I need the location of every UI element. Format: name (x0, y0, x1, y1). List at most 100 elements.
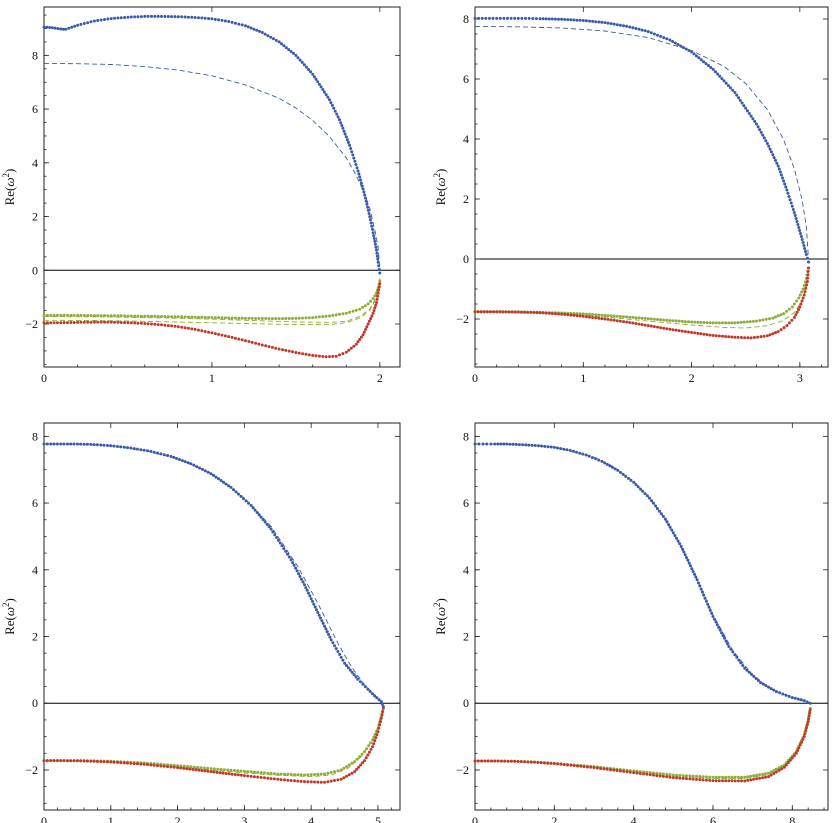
data-point (331, 641, 335, 645)
data-point (300, 577, 303, 581)
data-point (146, 449, 149, 453)
data-point (89, 320, 93, 324)
data-point (76, 320, 80, 324)
data-point (628, 770, 632, 774)
data-point (79, 442, 83, 446)
data-point (355, 166, 359, 170)
data-point (772, 156, 776, 160)
data-point (560, 312, 564, 316)
data-point (272, 777, 276, 781)
data-point (756, 335, 760, 339)
data-point (363, 759, 367, 763)
data-point (69, 313, 73, 317)
data-point (480, 16, 484, 20)
data-point (264, 344, 268, 348)
data-point (183, 460, 187, 464)
data-point (237, 492, 240, 496)
data-point (796, 749, 800, 752)
data-point (696, 581, 700, 585)
data-point (372, 742, 376, 746)
data-point (792, 316, 796, 319)
data-point (714, 321, 718, 325)
data-point (289, 558, 293, 562)
data-point (477, 442, 481, 446)
data-point (590, 456, 594, 460)
data-point (246, 25, 250, 29)
data-point (366, 687, 370, 691)
data-point (99, 443, 103, 447)
data-point (739, 320, 743, 324)
data-point (643, 492, 647, 496)
data-point (533, 760, 536, 764)
data-point (521, 443, 525, 447)
data-point (708, 333, 712, 337)
x-tick-label: 2 (689, 371, 695, 385)
data-point (172, 455, 176, 459)
data-point (767, 144, 771, 148)
data-point (361, 305, 364, 309)
data-point (207, 330, 211, 334)
data-point (506, 16, 509, 20)
data-point (123, 16, 127, 19)
data-point (594, 316, 598, 320)
data-point (761, 682, 765, 686)
data-point (656, 33, 659, 37)
data-point (262, 771, 266, 775)
data-point (247, 340, 251, 343)
data-point (266, 34, 270, 38)
data-point (771, 316, 775, 320)
data-point (597, 20, 601, 24)
data-point (378, 279, 382, 283)
data-point (519, 310, 523, 314)
data-point (523, 760, 527, 764)
data-point (334, 313, 338, 317)
data-point (321, 355, 325, 358)
data-point (737, 96, 740, 100)
data-point (493, 442, 497, 446)
data-point (354, 675, 358, 679)
data-point (649, 324, 653, 328)
data-point (72, 442, 76, 446)
data-point (788, 198, 792, 202)
data-point (336, 650, 340, 653)
data-point (597, 313, 601, 317)
data-point (645, 494, 649, 498)
data-point (48, 26, 52, 29)
data-point (159, 764, 163, 768)
data-point (179, 766, 183, 770)
data-point (798, 293, 802, 297)
data-point (312, 75, 316, 79)
panel-top-left: 0 1 2 −2 0 2 4 6 8 Re(ω2) (1, 6, 401, 385)
data-point (197, 768, 201, 772)
data-point (606, 317, 610, 321)
data-point (710, 611, 714, 615)
y-tick-label: 8 (32, 429, 38, 443)
data-point (752, 777, 756, 781)
data-point (368, 690, 372, 693)
data-point (183, 15, 187, 19)
data-point (704, 775, 708, 779)
data-point (82, 759, 86, 763)
data-point (756, 679, 760, 682)
data-point (502, 442, 506, 446)
data-point (659, 326, 663, 330)
fit-curve (474, 26, 809, 260)
data-point (594, 20, 598, 24)
data-point (802, 284, 806, 287)
data-point (139, 448, 143, 452)
data-point (495, 310, 499, 314)
data-point (249, 770, 253, 774)
data-point (745, 668, 749, 672)
data-point (129, 314, 133, 318)
data-point (736, 775, 740, 779)
data-point (86, 320, 90, 324)
data-point (541, 17, 545, 21)
data-point (200, 16, 204, 20)
data-point (328, 635, 332, 639)
data-point (160, 323, 163, 327)
data-point (304, 586, 308, 590)
data-point (742, 104, 746, 108)
data-point (250, 340, 254, 344)
data-point (186, 315, 190, 319)
data-point (724, 775, 728, 779)
